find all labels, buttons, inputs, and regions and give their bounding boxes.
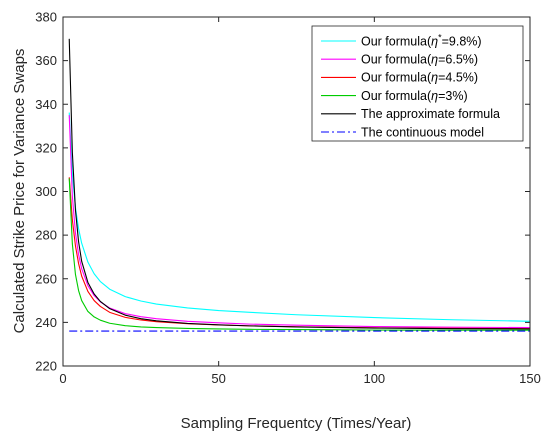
legend-label-4: Our formula(η=3%) xyxy=(361,89,468,103)
x-tick-label: 0 xyxy=(59,371,66,386)
legend: Our formula(η*=9.8%) Our formula(η=6.5%) O… xyxy=(311,25,524,142)
series-line-1 xyxy=(68,112,531,322)
y-tick-label: 240 xyxy=(35,315,57,330)
series-layer xyxy=(68,38,531,332)
legend-label-2: Our formula(η=6.5%) xyxy=(361,53,478,67)
y-axis-title: Calculated Strike Price for Variance Swa… xyxy=(11,49,28,334)
legend-label-5: The approximate formula xyxy=(361,107,500,121)
legend-label-3: Our formula(η=4.5%) xyxy=(361,71,478,85)
series-line-5 xyxy=(68,38,531,330)
y-tick-label: 320 xyxy=(35,140,57,155)
y-tick-label: 260 xyxy=(35,271,57,286)
series-line-4 xyxy=(68,178,530,331)
legend-box xyxy=(311,25,524,142)
x-axis-title: Sampling Frequentcy (Times/Year) xyxy=(181,415,412,432)
legend-label-6: The continuous model xyxy=(361,125,484,139)
x-tick-label: 100 xyxy=(363,371,385,386)
y-tick-label: 300 xyxy=(35,184,57,199)
y-tick-label: 280 xyxy=(35,228,57,243)
y-tick-label: 340 xyxy=(35,97,57,112)
y-tick-label: 380 xyxy=(35,10,57,25)
legend-label-1: Our formula(η*=9.8%) xyxy=(361,32,482,48)
x-tick-label: 50 xyxy=(211,371,225,386)
y-tick-label: 360 xyxy=(35,53,57,68)
series-line-2 xyxy=(68,115,531,329)
x-tick-label: 150 xyxy=(519,371,541,386)
plot-frame xyxy=(62,16,531,367)
y-tick-label: 220 xyxy=(35,359,57,374)
